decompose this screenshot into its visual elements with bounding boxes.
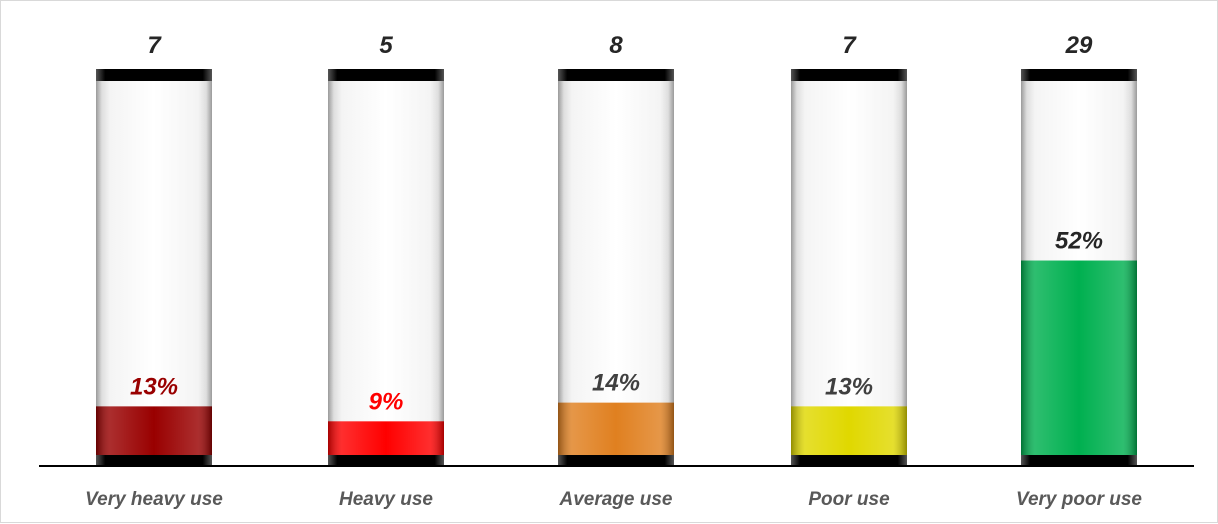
bar-shine-2 <box>558 402 674 455</box>
category-label-0: Very heavy use <box>85 489 223 510</box>
tube-bottom-cap-0 <box>96 455 212 467</box>
count-label-4: 29 <box>1065 32 1093 59</box>
percent-label-4: 52% <box>1055 228 1103 255</box>
count-label-2: 8 <box>609 32 623 59</box>
count-label-0: 7 <box>147 32 162 59</box>
tube-top-cap-2 <box>558 69 674 81</box>
tube-glass-3 <box>791 81 907 455</box>
category-label-3: Poor use <box>808 489 890 510</box>
category-label-4: Very poor use <box>1016 489 1142 510</box>
percent-label-1: 9% <box>369 388 404 415</box>
count-label-3: 7 <box>842 32 857 59</box>
bar-shine-1 <box>328 421 444 455</box>
percent-label-2: 14% <box>592 370 640 397</box>
tube-top-cap-0 <box>96 69 212 81</box>
tube-bottom-cap-2 <box>558 455 674 467</box>
tube-top-cap-1 <box>328 69 444 81</box>
tube-glass-1 <box>328 81 444 455</box>
category-label-2: Average use <box>558 489 672 510</box>
percent-label-3: 13% <box>825 373 873 400</box>
tube-bottom-cap-1 <box>328 455 444 467</box>
percent-label-0: 13% <box>130 373 178 400</box>
tubes-layer <box>96 69 1137 467</box>
tube-glass-2 <box>558 81 674 455</box>
bar-shine-0 <box>96 406 212 455</box>
tube-glass-0 <box>96 81 212 455</box>
labels-layer: 7 13% Very heavy use 5 9% Heavy use 8 14% Averag… <box>85 32 1142 510</box>
tube-bottom-cap-4 <box>1021 455 1137 467</box>
bar-shine-4 <box>1021 260 1137 455</box>
category-label-1: Heavy use <box>339 489 433 510</box>
count-label-1: 5 <box>379 32 393 59</box>
tube-top-cap-3 <box>791 69 907 81</box>
bar-shine-3 <box>791 406 907 455</box>
tube-top-cap-4 <box>1021 69 1137 81</box>
tube-bottom-cap-3 <box>791 455 907 467</box>
